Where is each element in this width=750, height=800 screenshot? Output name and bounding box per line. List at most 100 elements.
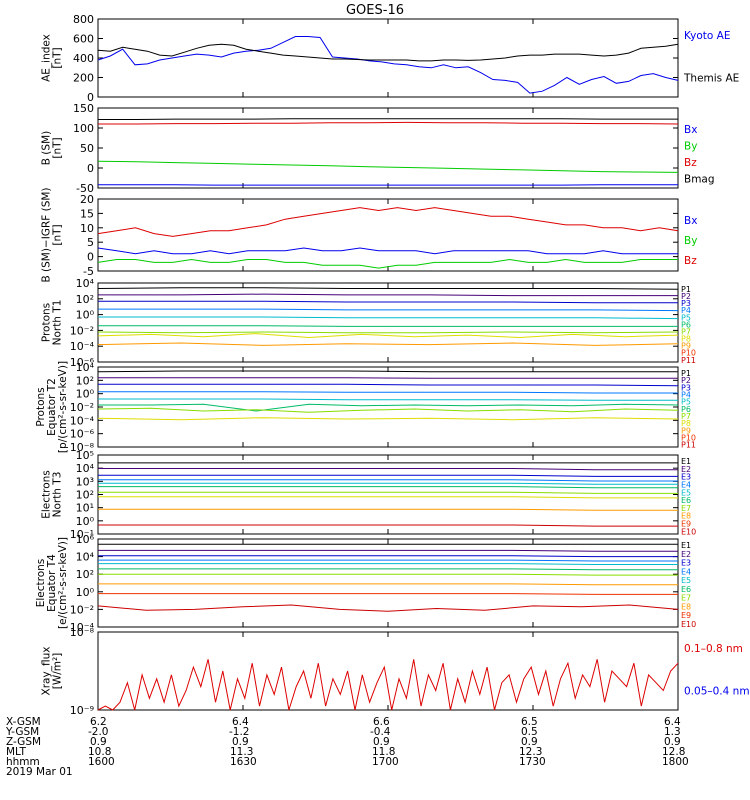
y-tick-label: 10⁻² bbox=[70, 324, 94, 337]
y-tick-label: 10⁴ bbox=[76, 361, 95, 374]
legend-entry: P8 bbox=[681, 419, 691, 428]
y-tick-label: 10⁰ bbox=[76, 586, 95, 599]
footer-value: 12.3 bbox=[519, 746, 543, 758]
y-tick-label: 0 bbox=[87, 162, 94, 175]
legend-entry: E10 bbox=[681, 527, 696, 536]
series-p8 bbox=[97, 417, 679, 421]
footer-value: 0.9 bbox=[373, 736, 390, 748]
y-axis-label-line: Electrons bbox=[35, 559, 47, 608]
footer-row-label: Z-GSM bbox=[6, 736, 42, 748]
legend-entry: P4 bbox=[681, 306, 691, 315]
legend-entry: E1 bbox=[681, 457, 691, 466]
footer-value: -2.0 bbox=[88, 726, 109, 738]
series-e6 bbox=[98, 486, 678, 489]
y-tick-label: 10⁻⁶ bbox=[70, 356, 95, 369]
series-e7 bbox=[98, 573, 678, 576]
y-tick-label: 0 bbox=[87, 91, 94, 104]
y-tick-label: 10⁻⁸ bbox=[70, 626, 95, 639]
y-tick-label: 150 bbox=[73, 102, 94, 115]
legend-entry: P1 bbox=[681, 369, 691, 378]
legend-entry: E6 bbox=[681, 585, 691, 594]
series-p1 bbox=[97, 287, 679, 290]
y-axis-label-line: Equator T2 bbox=[46, 378, 58, 436]
series-p2 bbox=[98, 377, 678, 379]
series-e2 bbox=[98, 549, 678, 552]
series-e4 bbox=[98, 479, 678, 482]
legend-entry: P6 bbox=[681, 320, 691, 329]
y-tick-label: 10⁻⁸ bbox=[70, 441, 95, 454]
y-tick-label: 10 bbox=[80, 222, 94, 235]
footer-value: 6.2 bbox=[90, 716, 107, 728]
y-axis-label-line: North T1 bbox=[52, 300, 64, 346]
legend-entry: E3 bbox=[681, 559, 691, 568]
legend-entry: Kyoto AE bbox=[684, 30, 730, 42]
footer-value: 6.4 bbox=[232, 716, 249, 728]
series-p7 bbox=[97, 407, 679, 413]
y-axis-label-line: [e/(cm²-s-sr-keV)] bbox=[57, 537, 69, 629]
legend-entry: E6 bbox=[681, 496, 691, 505]
y-tick-label: 10⁴ bbox=[76, 277, 95, 290]
legend-entry: E9 bbox=[681, 520, 691, 529]
footer-value: 6.4 bbox=[664, 716, 681, 728]
footer-value: 1800 bbox=[662, 756, 689, 768]
y-tick-label: 10⁻¹ bbox=[70, 528, 94, 541]
footer-value: 11.3 bbox=[230, 746, 254, 758]
legend-entry: P5 bbox=[681, 398, 691, 407]
series-p2 bbox=[98, 293, 678, 297]
legend-entry: P4 bbox=[681, 391, 691, 400]
series-e8 bbox=[98, 496, 678, 499]
panel-p2: 10⁴10²10⁰10⁻²10⁻⁴10⁻⁶10⁻⁸ProtonsEquator … bbox=[35, 361, 696, 454]
y-tick-label: 0 bbox=[87, 251, 94, 264]
footer-value: 6.6 bbox=[373, 716, 390, 728]
y-axis-label-line: Equator T4 bbox=[46, 554, 58, 612]
series-e9 bbox=[98, 508, 678, 511]
legend-entry: E9 bbox=[681, 611, 691, 620]
series-p8 bbox=[97, 333, 679, 339]
legend-entry: Bz bbox=[684, 157, 697, 169]
series-e3 bbox=[98, 555, 678, 558]
series-by bbox=[97, 160, 679, 173]
series-e3 bbox=[98, 474, 678, 477]
series-p3 bbox=[98, 383, 679, 387]
legend-entry: P8 bbox=[681, 335, 691, 344]
panel-b: 150 100 50 0 -50 B (SM)[nT] Bx By Bz Bmag bbox=[41, 102, 715, 195]
y-tick-label: 10⁻⁹ bbox=[70, 704, 94, 715]
y-tick-label: 10⁰ bbox=[76, 388, 95, 401]
legend-entry: P9 bbox=[681, 342, 691, 351]
footer-value: 0.9 bbox=[90, 736, 107, 748]
series-e10 bbox=[98, 524, 678, 527]
legend-entry: E4 bbox=[681, 567, 691, 576]
footer-value: 6.5 bbox=[521, 716, 538, 728]
series-0-1-0-8-nm bbox=[97, 659, 679, 711]
series-by bbox=[97, 258, 678, 269]
series-e5 bbox=[98, 563, 678, 565]
y-axis-label-line: AE_index bbox=[41, 34, 53, 82]
y-tick-label: -50 bbox=[76, 182, 94, 195]
footer-value: 0.9 bbox=[664, 736, 681, 748]
footer-value: 0.9 bbox=[232, 736, 249, 748]
footer-row-label: Y-GSM bbox=[6, 726, 40, 738]
series-p7 bbox=[97, 331, 679, 334]
legend-entry: P2 bbox=[681, 292, 691, 301]
series-e4 bbox=[98, 559, 678, 562]
footer-value: 1730 bbox=[519, 756, 546, 768]
legend-entry: E7 bbox=[681, 594, 691, 603]
y-tick-label: 400 bbox=[73, 52, 94, 65]
series-p5 bbox=[98, 316, 679, 320]
footer-row-label: hhmm bbox=[6, 756, 40, 768]
footer-value: -0.4 bbox=[370, 726, 391, 738]
legend-entry: 0.1–0.8 nm bbox=[684, 643, 743, 655]
footer-value: 10.8 bbox=[88, 746, 112, 758]
y-axis-label: ElectronsEquator T4[e/(cm²-s-sr-keV)] bbox=[35, 537, 69, 629]
legend-entry: E3 bbox=[681, 473, 691, 482]
series-e6 bbox=[98, 568, 678, 571]
y-tick-label: 20 bbox=[80, 193, 94, 206]
y-axis-label-line: [W/m²] bbox=[52, 653, 64, 690]
y-axis-label: B (SM)[nT] bbox=[41, 131, 64, 165]
legend-entry: P11 bbox=[681, 356, 696, 365]
legend-entry: P10 bbox=[681, 349, 696, 358]
legend-entry: E7 bbox=[681, 504, 691, 513]
footer-value: -1.2 bbox=[229, 726, 250, 738]
